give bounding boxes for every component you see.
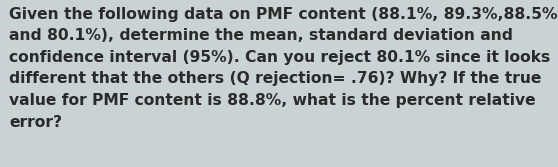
Text: Given the following data on PMF content (88.1%, 89.3%,88.5%
and 80.1%), determin: Given the following data on PMF content … (9, 7, 557, 130)
